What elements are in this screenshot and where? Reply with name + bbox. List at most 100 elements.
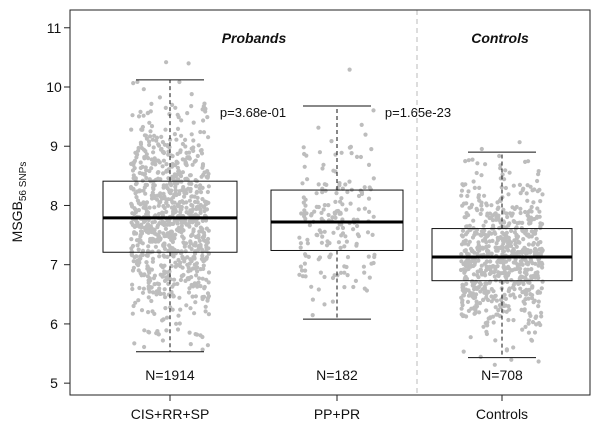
data-point — [139, 308, 145, 313]
data-point — [200, 253, 205, 258]
data-point — [485, 234, 490, 239]
data-point — [188, 241, 193, 246]
data-point — [155, 170, 160, 175]
data-point — [495, 206, 500, 212]
data-point — [472, 305, 477, 310]
data-point — [493, 245, 498, 250]
y-axis: 5 6 7 8 9 10 11 — [46, 20, 70, 391]
data-point — [476, 195, 481, 200]
data-point — [185, 276, 190, 281]
data-point — [195, 153, 200, 159]
data-point — [345, 189, 350, 195]
data-point — [194, 205, 199, 210]
data-point — [469, 249, 475, 254]
data-point — [198, 183, 203, 188]
data-point — [137, 240, 142, 245]
data-point — [349, 151, 354, 156]
data-point — [150, 256, 156, 261]
data-point — [463, 287, 469, 292]
data-point — [372, 254, 377, 260]
n-label-2: N=182 — [316, 367, 358, 383]
data-point — [528, 313, 533, 318]
data-point — [201, 263, 206, 268]
data-point — [467, 239, 472, 244]
y-tick-label: 7 — [50, 257, 58, 273]
data-point — [316, 257, 321, 262]
data-point — [462, 248, 467, 253]
data-point — [540, 192, 545, 197]
data-point — [176, 228, 181, 233]
data-point — [185, 262, 190, 267]
data-point — [466, 189, 471, 194]
data-point — [137, 170, 142, 176]
data-point — [138, 234, 143, 239]
data-point — [195, 265, 200, 270]
data-point — [150, 259, 155, 264]
data-point — [507, 170, 512, 175]
data-point — [159, 263, 164, 269]
data-point — [181, 185, 186, 190]
data-point — [465, 299, 471, 304]
data-point — [142, 185, 147, 190]
data-point — [490, 213, 495, 218]
data-point — [135, 152, 140, 157]
data-point — [145, 156, 151, 161]
data-point — [193, 332, 198, 337]
data-point — [166, 281, 171, 286]
data-point — [517, 182, 523, 187]
data-point — [167, 269, 172, 274]
data-point — [494, 217, 499, 222]
data-point — [155, 193, 160, 198]
data-point — [166, 176, 171, 181]
data-point — [190, 162, 195, 167]
data-point — [489, 251, 494, 256]
data-point — [178, 307, 183, 312]
data-point — [143, 165, 148, 170]
data-point — [302, 151, 307, 157]
data-point — [371, 176, 376, 181]
data-point — [170, 284, 175, 289]
data-point — [149, 157, 154, 162]
data-point — [492, 274, 497, 279]
data-point — [339, 196, 344, 201]
data-point — [466, 158, 471, 163]
data-point — [522, 289, 527, 294]
data-point — [302, 164, 307, 169]
data-point — [200, 218, 205, 223]
data-point — [189, 194, 195, 199]
data-point — [537, 209, 542, 214]
p-value-annotation-1: p=3.68e-01 — [220, 105, 286, 120]
data-point — [508, 211, 513, 216]
data-point — [164, 162, 169, 167]
data-point — [162, 278, 168, 283]
data-point — [198, 242, 203, 248]
data-point — [200, 295, 205, 300]
data-point — [463, 159, 468, 164]
data-point — [164, 209, 169, 214]
data-point — [532, 187, 537, 192]
data-point — [479, 173, 484, 178]
data-point — [134, 181, 139, 186]
data-point — [200, 247, 205, 252]
data-point — [170, 174, 175, 179]
data-point — [345, 255, 351, 260]
data-point — [191, 120, 196, 125]
data-point — [170, 102, 175, 107]
data-point — [157, 160, 162, 165]
data-point — [322, 302, 327, 307]
data-point — [481, 297, 486, 302]
data-point — [317, 150, 322, 155]
plot-frame — [69, 9, 591, 396]
data-point — [151, 290, 156, 295]
data-point — [203, 304, 208, 309]
data-point — [196, 143, 201, 148]
data-point — [319, 210, 324, 215]
data-point — [499, 302, 504, 307]
data-point — [513, 242, 518, 247]
data-point — [179, 133, 184, 138]
data-point — [301, 145, 306, 150]
x-axis: CIS+RR+SP PP+PR Controls — [131, 395, 528, 422]
data-point — [471, 179, 476, 184]
data-point — [369, 261, 374, 266]
data-point — [517, 294, 523, 299]
